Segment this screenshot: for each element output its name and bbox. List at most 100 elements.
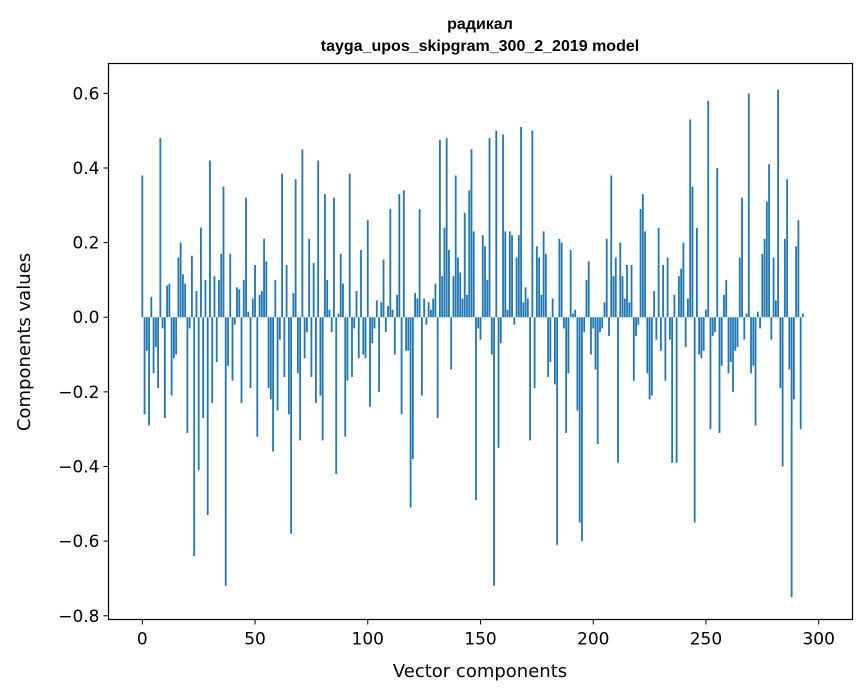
bar-component-197 xyxy=(585,279,588,318)
bar-component-44 xyxy=(240,317,243,404)
bar-component-190 xyxy=(569,250,572,318)
bar-component-26 xyxy=(200,227,202,318)
bar-component-246 xyxy=(696,227,698,318)
bar-component-257 xyxy=(720,317,723,366)
x-tick-label: 200 xyxy=(577,630,609,650)
bar-component-250 xyxy=(705,309,707,318)
bar-component-132 xyxy=(439,140,441,318)
bar-component-281 xyxy=(774,300,777,318)
bar-component-160 xyxy=(502,134,504,318)
bar-component-137 xyxy=(450,317,453,370)
bar-component-283 xyxy=(779,317,782,389)
bar-component-214 xyxy=(623,298,626,318)
bar-component-96 xyxy=(357,317,360,359)
bar-component-94 xyxy=(353,317,356,329)
bar-component-192 xyxy=(574,309,577,318)
bar-component-68 xyxy=(294,179,297,318)
bar-component-206 xyxy=(605,238,608,318)
bar-component-102 xyxy=(371,317,374,344)
bar-component-199 xyxy=(590,317,592,355)
bar-component-31 xyxy=(211,317,214,404)
bar-component-69 xyxy=(296,317,299,374)
bar-component-271 xyxy=(752,317,755,366)
bar-component-9 xyxy=(161,317,164,329)
bar-component-291 xyxy=(797,220,800,318)
bar-component-235 xyxy=(671,317,674,463)
x-tick-label: 150 xyxy=(464,630,496,650)
bar-component-151 xyxy=(481,235,484,318)
bar-component-35 xyxy=(220,253,223,318)
x-tick-label: 300 xyxy=(802,630,834,650)
bar-component-97 xyxy=(360,250,362,318)
bar-component-103 xyxy=(373,317,376,329)
bar-component-247 xyxy=(698,317,701,355)
bar-component-134 xyxy=(443,227,446,318)
bar-component-8 xyxy=(159,138,162,318)
bar-component-280 xyxy=(772,257,775,318)
bar-component-182 xyxy=(551,298,554,318)
bar-component-244 xyxy=(691,186,694,318)
bar-component-78 xyxy=(317,160,320,318)
bar-component-74 xyxy=(308,238,311,318)
bar-component-27 xyxy=(202,317,205,418)
bar-component-62 xyxy=(281,173,283,318)
bar-component-110 xyxy=(389,209,392,318)
bar-component-201 xyxy=(594,317,597,370)
bar-component-6 xyxy=(154,317,157,348)
bar-component-191 xyxy=(572,313,574,318)
bar-component-279 xyxy=(770,317,773,340)
bar-component-148 xyxy=(475,317,477,501)
bar-component-36 xyxy=(222,186,225,318)
bar-component-289 xyxy=(792,317,795,400)
bar-component-277 xyxy=(765,201,768,318)
y-tick-label: 0.0 xyxy=(72,308,99,328)
bar-component-126 xyxy=(425,317,428,325)
bar-component-202 xyxy=(596,317,599,445)
bar-component-40 xyxy=(231,317,234,381)
bar-component-139 xyxy=(454,175,457,318)
bar-component-219 xyxy=(635,317,637,336)
x-axis: 0 50 100 150 200 250 300 xyxy=(137,619,835,650)
bar-component-243 xyxy=(689,119,692,318)
bar-component-265 xyxy=(738,257,741,318)
bar-component-123 xyxy=(418,209,421,318)
bar-component-56 xyxy=(267,317,270,389)
bar-component-269 xyxy=(747,93,750,318)
bar-component-98 xyxy=(362,317,365,355)
bar-component-232 xyxy=(664,317,667,381)
bar-component-204 xyxy=(601,317,604,329)
bar-component-186 xyxy=(560,242,563,318)
bar-component-154 xyxy=(488,138,491,318)
bar-component-87 xyxy=(337,313,340,318)
bar-component-4 xyxy=(150,296,153,318)
bar-component-19 xyxy=(184,283,187,318)
x-tick-label: 250 xyxy=(690,630,722,650)
bar-component-239 xyxy=(680,268,683,318)
bar-component-150 xyxy=(479,317,482,340)
bar-component-33 xyxy=(215,317,218,363)
bar-component-130 xyxy=(434,283,437,318)
bar-component-46 xyxy=(245,197,247,318)
bar-component-187 xyxy=(563,317,565,329)
bar-component-107 xyxy=(382,259,385,318)
bar-component-17 xyxy=(179,242,182,318)
bar-component-88 xyxy=(339,253,342,318)
bar-component-59 xyxy=(274,279,277,318)
bar-component-24 xyxy=(195,291,198,318)
bar-component-284 xyxy=(781,317,784,467)
bar-component-49 xyxy=(251,298,254,318)
bar-component-39 xyxy=(229,253,232,318)
bar-component-174 xyxy=(533,317,536,389)
chart-title: радикал xyxy=(447,16,513,33)
bar-component-157 xyxy=(495,130,498,318)
y-tick-label: −0.8 xyxy=(58,607,99,627)
bar-component-113 xyxy=(396,294,398,318)
bar-component-227 xyxy=(653,291,655,318)
bar-component-34 xyxy=(218,279,220,318)
bar-component-253 xyxy=(711,317,714,336)
bar-component-272 xyxy=(754,317,757,426)
bar-component-101 xyxy=(369,317,371,407)
bar-component-161 xyxy=(504,231,507,318)
bar-component-77 xyxy=(315,317,317,404)
y-tick-label: 0.2 xyxy=(72,234,99,254)
